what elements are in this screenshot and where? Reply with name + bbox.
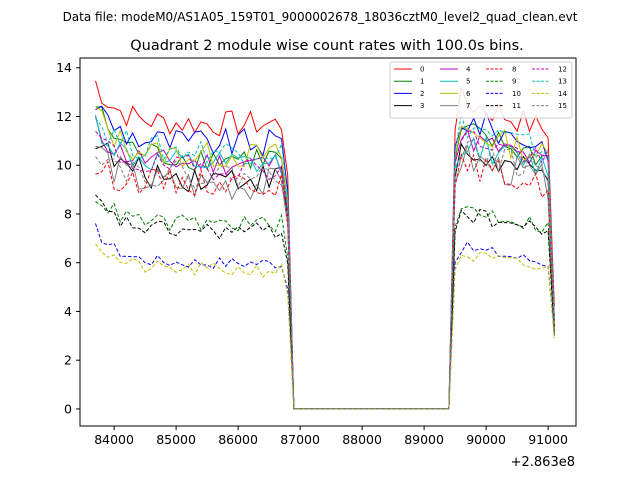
series-line-15 xyxy=(95,139,555,410)
x-tick-label: 91000 xyxy=(528,432,568,447)
y-tick-label: 6 xyxy=(64,255,72,270)
y-tick-label: 8 xyxy=(64,206,72,221)
series-line-13 xyxy=(95,114,555,410)
y-tick-label: 4 xyxy=(64,304,72,319)
series-line-10 xyxy=(95,223,555,410)
series-line-11 xyxy=(95,194,555,410)
legend-label-4: 4 xyxy=(466,66,471,74)
legend-label-9: 9 xyxy=(512,78,516,86)
legend-label-3: 3 xyxy=(420,102,424,110)
legend-box xyxy=(389,61,573,119)
legend-label-6: 6 xyxy=(466,90,471,98)
series-line-7 xyxy=(95,144,555,410)
y-tick-label: 10 xyxy=(56,158,72,173)
y-tick-label: 12 xyxy=(56,109,72,124)
x-tick-label: 86000 xyxy=(218,432,258,447)
chart-suptitle: Data file: modeM0/AS1A05_159T01_90000026… xyxy=(63,10,578,24)
series-line-12 xyxy=(95,130,555,410)
x-tick-label: 88000 xyxy=(342,432,382,447)
y-tick-label: 2 xyxy=(64,353,72,368)
legend-label-11: 11 xyxy=(512,102,521,110)
series-layer xyxy=(95,80,555,410)
legend-label-7: 7 xyxy=(466,102,470,110)
series-line-14 xyxy=(95,243,555,410)
legend-label-0: 0 xyxy=(420,66,424,74)
x-tick-label: 87000 xyxy=(280,432,320,447)
legend-label-14: 14 xyxy=(558,90,567,98)
legend-label-2: 2 xyxy=(420,90,424,98)
x-tick-label: 84000 xyxy=(94,432,134,447)
y-tick-label: 14 xyxy=(56,60,72,75)
legend-label-8: 8 xyxy=(512,66,516,74)
legend-label-13: 13 xyxy=(558,78,567,86)
legend-label-1: 1 xyxy=(420,78,424,86)
legend-label-12: 12 xyxy=(558,66,567,74)
x-tick-label: 89000 xyxy=(404,432,444,447)
chart-title: Quadrant 2 module wise count rates with … xyxy=(130,38,524,54)
legend-label-15: 15 xyxy=(558,102,567,110)
series-line-8 xyxy=(95,152,555,410)
x-tick-label: 90000 xyxy=(466,432,506,447)
y-tick-label: 0 xyxy=(64,401,72,416)
x-offset-label: +2.863e8 xyxy=(511,455,575,470)
x-tick-label: 85000 xyxy=(156,432,196,447)
series-line-3 xyxy=(95,142,555,410)
legend-label-10: 10 xyxy=(512,90,521,98)
axis-ticks: 84000 85000 86000 87000 88000 89000 90000 91000… xyxy=(56,60,568,447)
plot-area-frame xyxy=(79,57,577,427)
legend-label-5: 5 xyxy=(466,78,470,86)
series-line-9 xyxy=(95,201,555,410)
